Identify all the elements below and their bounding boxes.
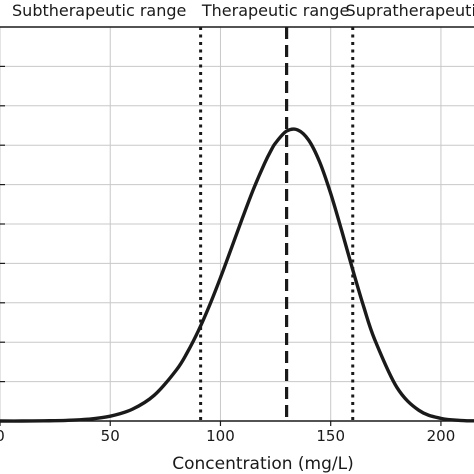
series (0, 127, 474, 423)
x-tick-label: 50 (101, 427, 120, 445)
x-tick-label: 150 (316, 427, 345, 445)
x-tick-label: 100 (206, 427, 235, 445)
region-label: Therapeutic range (201, 1, 349, 20)
x-axis-title: Concentration (mg/L) (172, 454, 353, 474)
grid (0, 27, 474, 421)
region-label: Supratherapeutic range (346, 1, 474, 20)
x-tick-label: 200 (427, 427, 456, 445)
reference-lines (199, 27, 355, 421)
region-label: Subtherapeutic range (12, 1, 186, 20)
axes (0, 26, 474, 426)
density-curve (0, 127, 474, 423)
x-tick-label: 0 (0, 427, 5, 445)
